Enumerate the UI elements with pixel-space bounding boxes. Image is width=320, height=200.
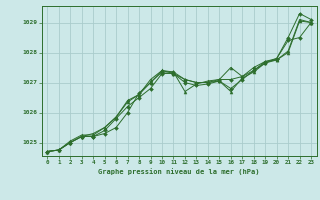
X-axis label: Graphe pression niveau de la mer (hPa): Graphe pression niveau de la mer (hPa) (99, 168, 260, 175)
